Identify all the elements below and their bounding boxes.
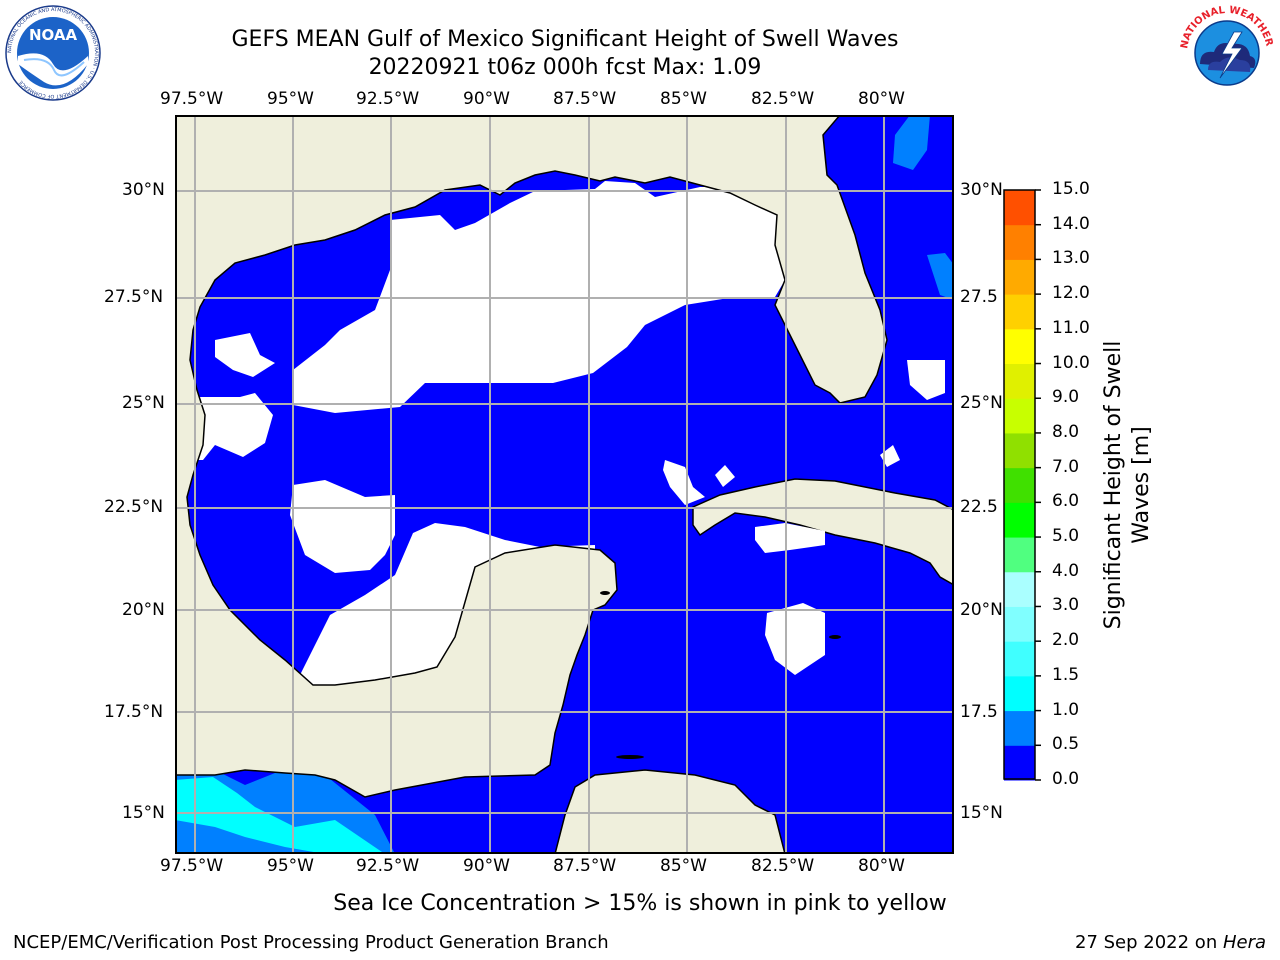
lon-label-top: 80°W <box>858 89 905 109</box>
lon-label-bottom: 95°W <box>267 856 314 876</box>
colorbar-tick-label: 15.0 <box>1052 179 1090 199</box>
colorbar-tick-label: 11.0 <box>1052 317 1090 338</box>
lat-label-left: 15°N <box>122 803 165 823</box>
map-frame <box>175 115 954 854</box>
colorbar-band <box>1004 571 1035 607</box>
colorbar-tick-label: 5.0 <box>1052 526 1080 547</box>
footer-machine: Hera <box>1222 932 1266 953</box>
svg-text:NOAA: NOAA <box>29 26 78 44</box>
colorbar-tick-label: 14.0 <box>1052 213 1090 234</box>
colorbar-band <box>1004 328 1035 365</box>
colorbar-tick-label: 1.5 <box>1052 664 1080 685</box>
noaa-logo: NOAA NATIONAL OCEANIC AND ATMOSPHERIC AD… <box>5 5 101 101</box>
colorbar-band <box>1004 467 1035 503</box>
sea-swell-0.5-1.0-atlantic <box>893 115 930 170</box>
colorbar-band <box>1004 606 1035 642</box>
colorbar-tick-label: 12.0 <box>1052 283 1090 304</box>
colorbar-tick-label: 8.0 <box>1052 421 1080 442</box>
lon-label-top: 85°W <box>660 89 707 109</box>
colorbar-band <box>1004 294 1035 330</box>
colorbar-tick-label: 1.0 <box>1052 699 1080 720</box>
colorbar-band <box>1004 224 1035 260</box>
islands <box>600 591 841 759</box>
sea-ice-note: Sea Ice Concentration > 15% is shown in … <box>333 891 947 916</box>
colorbar-band <box>1004 745 1035 781</box>
colorbar-band <box>1004 641 1035 677</box>
lat-label-right: 20°N <box>960 600 1003 620</box>
colorbar-band <box>1004 432 1035 469</box>
footer-branch: NCEP/EMC/Verification Post Processing Pr… <box>13 932 609 953</box>
colorbar-tick-label: 9.0 <box>1052 387 1080 408</box>
colorbar-band <box>1004 259 1035 295</box>
colorbar-tick-label: 10.0 <box>1052 352 1090 373</box>
lon-label-bottom: 92.5°W <box>356 856 420 876</box>
lat-label-left: 17.5°N <box>104 702 164 722</box>
colorbar-tick-label: 0.5 <box>1052 734 1080 755</box>
colorbar-band <box>1004 398 1035 434</box>
map-title: GEFS MEAN Gulf of Mexico Significant Hei… <box>231 27 899 52</box>
colorbar-tick-label: 7.0 <box>1052 456 1080 477</box>
lat-label-left: 27.5°N <box>104 287 164 307</box>
lat-label-left: 20°N <box>122 600 165 620</box>
lon-label-top: 97.5°W <box>160 89 224 109</box>
colorbar-tick-label: 0.0 <box>1052 769 1080 789</box>
lon-label-top: 82.5°W <box>751 89 815 109</box>
lon-label-bottom: 97.5°W <box>160 856 224 876</box>
lat-label-right: 27.5 <box>960 287 998 307</box>
colorbar-tick-label: 6.0 <box>1052 491 1080 512</box>
colorbar-band <box>1004 537 1035 573</box>
colorbar-band <box>1004 710 1035 746</box>
footer-date: 27 Sep 2022 on Hera <box>1075 932 1266 953</box>
colorbar-band <box>1004 190 1035 226</box>
lon-label-top: 92.5°W <box>356 89 420 109</box>
colorbar-band <box>1004 363 1035 399</box>
lon-label-top: 87.5°W <box>553 89 617 109</box>
lat-label-right: 15°N <box>960 803 1003 823</box>
colorbar-tick-label: 2.0 <box>1052 630 1080 651</box>
lat-label-right: 25°N <box>960 393 1003 413</box>
lat-label-right: 17.5 <box>960 702 998 722</box>
colorbar-tick-label: 13.0 <box>1052 248 1090 269</box>
colorbar-band <box>1004 675 1035 712</box>
lon-label-bottom: 82.5°W <box>751 856 815 876</box>
colorbar <box>1003 189 1041 781</box>
colorbar-band <box>1004 502 1035 538</box>
lon-label-bottom: 85°W <box>660 856 707 876</box>
lon-label-bottom: 90°W <box>463 856 510 876</box>
map-subtitle: 20220921 t06z 000h fcst Max: 1.09 <box>368 55 762 80</box>
lon-label-bottom: 87.5°W <box>553 856 617 876</box>
lat-label-right: 22.5 <box>960 497 998 517</box>
graticule <box>175 115 954 854</box>
swell-height-map <box>175 115 954 854</box>
lon-label-bottom: 80°W <box>858 856 905 876</box>
lat-label-right: 30°N <box>960 180 1003 200</box>
lon-label-top: 95°W <box>267 89 314 109</box>
colorbar-tick-label: 3.0 <box>1052 595 1080 616</box>
lon-label-top: 90°W <box>463 89 510 109</box>
colorbar-tick-label: 4.0 <box>1052 560 1080 581</box>
sea-swell-1.0-1.5 <box>175 777 385 854</box>
lat-label-left: 25°N <box>122 393 165 413</box>
lat-label-left: 30°N <box>122 180 165 200</box>
lat-label-left: 22.5°N <box>104 497 164 517</box>
nws-logo: NATIONAL WEATHER SERVICE <box>1178 4 1275 100</box>
